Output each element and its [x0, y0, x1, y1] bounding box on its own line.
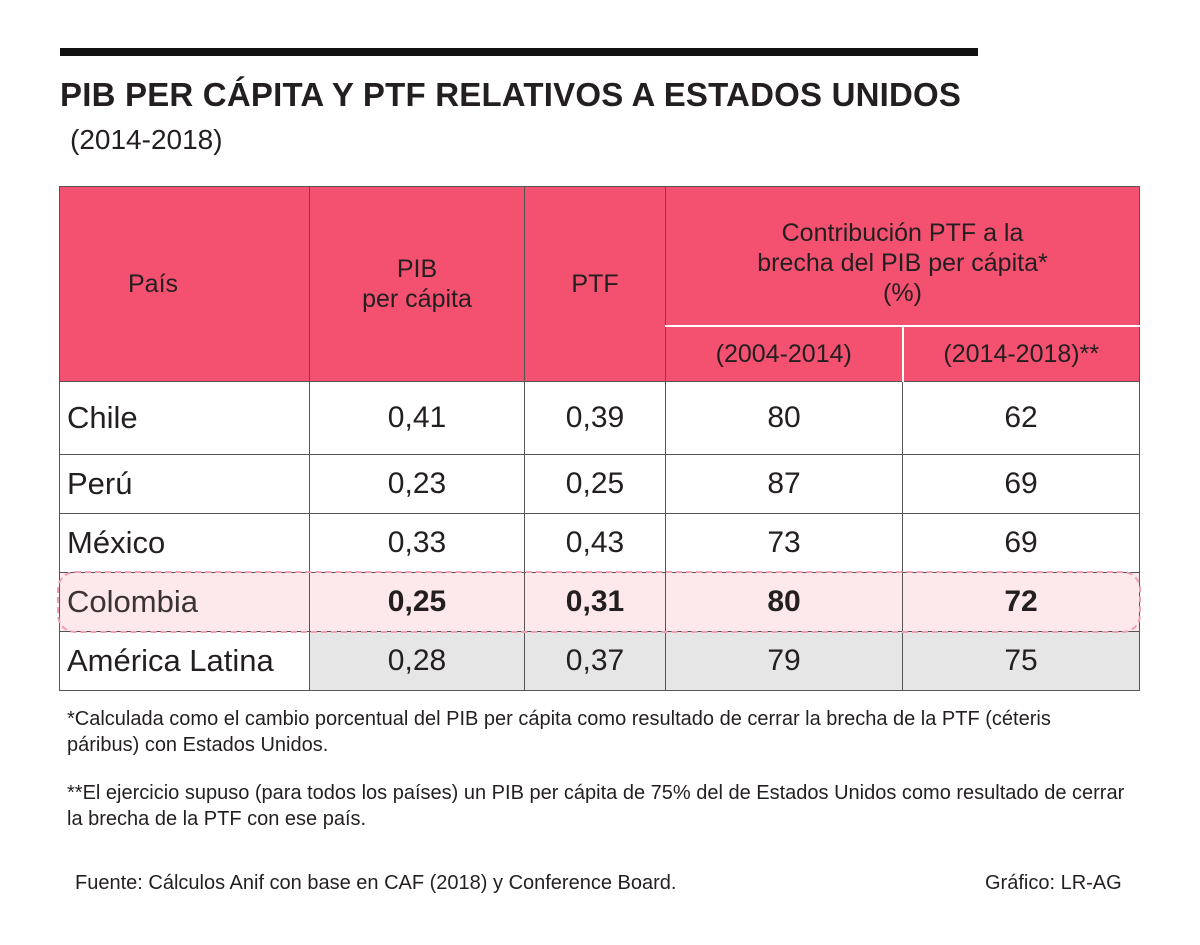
- cell-country: Perú: [59, 454, 310, 514]
- chart-title: PIB PER CÁPITA Y PTF RELATIVOS A ESTADOS…: [60, 76, 962, 113]
- top-rule: [60, 48, 978, 56]
- cell-country: Colombia: [59, 572, 310, 632]
- cell-ptf: 0,37: [524, 631, 666, 691]
- cell-contrib-2004-2014: 79: [665, 631, 903, 691]
- cell-pib: 0,33: [309, 513, 525, 573]
- cell-contrib-2014-2018: 75: [902, 631, 1140, 691]
- cell-country: América Latina: [59, 631, 310, 691]
- cell-contrib-2004-2014: 80: [665, 572, 903, 632]
- cell-ptf: 0,25: [524, 454, 666, 514]
- cell-contrib-2004-2014: 73: [665, 513, 903, 573]
- cell-ptf: 0,39: [524, 381, 666, 455]
- cell-ptf: 0,31: [524, 572, 666, 632]
- cell-contrib-2014-2018: 62: [902, 381, 1140, 455]
- source-text: Fuente: Cálculos Anif con base en CAF (2…: [75, 872, 677, 894]
- cell-contrib-2014-2018: 72: [902, 572, 1140, 632]
- table-row: México 0,33 0,43 73 69: [59, 513, 1140, 573]
- cell-pib: 0,41: [309, 381, 525, 455]
- cell-contrib-2004-2014: 80: [665, 381, 903, 455]
- col-header-2004-2014: (2004-2014): [665, 325, 903, 382]
- table-row: América Latina 0,28 0,37 79 75: [59, 631, 1140, 691]
- table-row: Chile 0,41 0,39 80 62: [59, 381, 1140, 455]
- cell-pib: 0,28: [309, 631, 525, 691]
- footnote-1: *Calculada como el cambio porcentual del…: [67, 708, 1051, 756]
- cell-contrib-2014-2018: 69: [902, 513, 1140, 573]
- data-table: País PIB per cápita PTF Contribución PTF…: [59, 186, 1140, 691]
- cell-contrib-2014-2018: 69: [902, 454, 1140, 514]
- cell-contrib-2004-2014: 87: [665, 454, 903, 514]
- col-header-country: País: [59, 186, 310, 382]
- table-row: Perú 0,23 0,25 87 69: [59, 454, 1140, 514]
- credit-text: Gráfico: LR-AG: [985, 872, 1122, 894]
- cell-ptf: 0,43: [524, 513, 666, 573]
- col-header-pib: PIB per cápita: [309, 186, 525, 382]
- col-header-contribution-group: Contribución PTF a la brecha del PIB per…: [665, 186, 1140, 327]
- chart-subtitle: (2014-2018): [70, 124, 223, 155]
- col-header-2014-2018: (2014-2018)**: [901, 325, 1140, 382]
- table-row-highlighted: Colombia 0,25 0,31 80 72: [59, 572, 1140, 632]
- cell-pib: 0,23: [309, 454, 525, 514]
- cell-country: Chile: [59, 381, 310, 455]
- col-header-ptf: PTF: [524, 186, 666, 382]
- footnote-2: **El ejercicio supuso (para todos los pa…: [67, 782, 1125, 830]
- cell-country: México: [59, 513, 310, 573]
- cell-pib: 0,25: [309, 572, 525, 632]
